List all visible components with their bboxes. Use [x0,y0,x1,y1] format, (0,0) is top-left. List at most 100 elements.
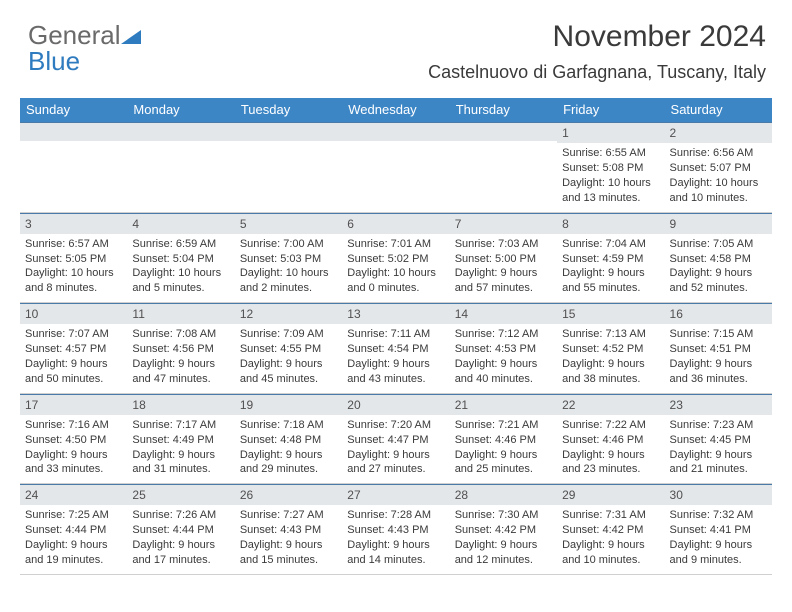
day-sr: Sunrise: 7:00 AM [240,237,337,252]
day-d1: Daylight: 9 hours [25,448,122,463]
calendar-day-cell: 18Sunrise: 7:17 AMSunset: 4:49 PMDayligh… [127,394,234,484]
calendar-day-cell: 20Sunrise: 7:20 AMSunset: 4:47 PMDayligh… [342,394,449,484]
day-sr: Sunrise: 6:59 AM [132,237,229,252]
day-number: 10 [20,303,127,324]
day-ss: Sunset: 4:43 PM [240,523,337,538]
day-d1: Daylight: 9 hours [347,538,444,553]
calendar-header-cell: Sunday [20,98,127,122]
day-sr: Sunrise: 7:23 AM [670,418,767,433]
day-number: 14 [450,303,557,324]
day-sr: Sunrise: 7:08 AM [132,327,229,342]
day-ss: Sunset: 4:50 PM [25,433,122,448]
calendar-week-row: 10Sunrise: 7:07 AMSunset: 4:57 PMDayligh… [20,303,772,394]
day-number: 25 [127,484,234,505]
day-d2: and 14 minutes. [347,553,444,568]
day-d2: and 10 minutes. [562,553,659,568]
logo-triangle-icon [121,28,143,46]
day-d1: Daylight: 9 hours [562,448,659,463]
day-ss: Sunset: 4:53 PM [455,342,552,357]
day-d2: and 12 minutes. [455,553,552,568]
day-sr: Sunrise: 7:13 AM [562,327,659,342]
day-body: Sunrise: 6:56 AMSunset: 5:07 PMDaylight:… [665,143,772,211]
calendar-header-cell: Saturday [665,98,772,122]
day-ss: Sunset: 4:54 PM [347,342,444,357]
calendar-day-cell [235,122,342,212]
calendar-day-cell [342,122,449,212]
day-d1: Daylight: 9 hours [240,448,337,463]
day-body: Sunrise: 6:55 AMSunset: 5:08 PMDaylight:… [557,143,664,211]
day-number: 4 [127,213,234,234]
calendar-day-cell: 1Sunrise: 6:55 AMSunset: 5:08 PMDaylight… [557,122,664,212]
day-body: Sunrise: 7:27 AMSunset: 4:43 PMDaylight:… [235,505,342,573]
day-d2: and 55 minutes. [562,281,659,296]
day-body: Sunrise: 7:08 AMSunset: 4:56 PMDaylight:… [127,324,234,392]
day-body-empty [450,141,557,199]
day-sr: Sunrise: 7:17 AM [132,418,229,433]
day-number: 7 [450,213,557,234]
calendar-day-cell: 27Sunrise: 7:28 AMSunset: 4:43 PMDayligh… [342,484,449,574]
day-sr: Sunrise: 7:09 AM [240,327,337,342]
calendar-day-cell [127,122,234,212]
day-ss: Sunset: 5:00 PM [455,252,552,267]
calendar-day-cell: 3Sunrise: 6:57 AMSunset: 5:05 PMDaylight… [20,213,127,303]
day-d1: Daylight: 10 hours [25,266,122,281]
calendar-day-cell: 2Sunrise: 6:56 AMSunset: 5:07 PMDaylight… [665,122,772,212]
day-body: Sunrise: 7:04 AMSunset: 4:59 PMDaylight:… [557,234,664,302]
day-sr: Sunrise: 7:18 AM [240,418,337,433]
day-d1: Daylight: 9 hours [132,538,229,553]
day-body-empty [235,141,342,199]
day-body-empty [342,141,449,199]
calendar-header-cell: Wednesday [342,98,449,122]
day-d1: Daylight: 9 hours [25,538,122,553]
logo: General Blue [28,22,143,74]
day-number [342,122,449,141]
day-d2: and 52 minutes. [670,281,767,296]
day-ss: Sunset: 4:48 PM [240,433,337,448]
day-d2: and 36 minutes. [670,372,767,387]
calendar-day-cell: 7Sunrise: 7:03 AMSunset: 5:00 PMDaylight… [450,213,557,303]
day-d2: and 27 minutes. [347,462,444,477]
day-ss: Sunset: 4:41 PM [670,523,767,538]
day-d2: and 23 minutes. [562,462,659,477]
day-d1: Daylight: 10 hours [347,266,444,281]
calendar-day-cell: 12Sunrise: 7:09 AMSunset: 4:55 PMDayligh… [235,303,342,393]
day-sr: Sunrise: 7:16 AM [25,418,122,433]
day-sr: Sunrise: 7:15 AM [670,327,767,342]
day-body: Sunrise: 7:30 AMSunset: 4:42 PMDaylight:… [450,505,557,573]
day-d1: Daylight: 9 hours [670,266,767,281]
day-sr: Sunrise: 7:07 AM [25,327,122,342]
day-sr: Sunrise: 7:21 AM [455,418,552,433]
day-number: 19 [235,394,342,415]
day-sr: Sunrise: 7:20 AM [347,418,444,433]
day-body: Sunrise: 7:15 AMSunset: 4:51 PMDaylight:… [665,324,772,392]
day-body: Sunrise: 7:07 AMSunset: 4:57 PMDaylight:… [20,324,127,392]
day-number: 6 [342,213,449,234]
day-d2: and 38 minutes. [562,372,659,387]
day-ss: Sunset: 4:44 PM [25,523,122,538]
page-subtitle: Castelnuovo di Garfagnana, Tuscany, Ital… [428,62,766,83]
day-number [235,122,342,141]
day-sr: Sunrise: 7:28 AM [347,508,444,523]
logo-text-2: Blue [28,46,80,76]
day-d1: Daylight: 9 hours [455,538,552,553]
day-d1: Daylight: 9 hours [132,357,229,372]
calendar-day-cell: 23Sunrise: 7:23 AMSunset: 4:45 PMDayligh… [665,394,772,484]
calendar-day-cell: 26Sunrise: 7:27 AMSunset: 4:43 PMDayligh… [235,484,342,574]
day-body: Sunrise: 7:13 AMSunset: 4:52 PMDaylight:… [557,324,664,392]
day-body: Sunrise: 7:09 AMSunset: 4:55 PMDaylight:… [235,324,342,392]
day-d2: and 43 minutes. [347,372,444,387]
day-d1: Daylight: 9 hours [240,538,337,553]
day-d1: Daylight: 9 hours [455,448,552,463]
day-sr: Sunrise: 7:31 AM [562,508,659,523]
day-sr: Sunrise: 7:30 AM [455,508,552,523]
day-ss: Sunset: 4:58 PM [670,252,767,267]
day-body-empty [127,141,234,199]
calendar-day-cell: 22Sunrise: 7:22 AMSunset: 4:46 PMDayligh… [557,394,664,484]
day-ss: Sunset: 4:42 PM [455,523,552,538]
day-d2: and 5 minutes. [132,281,229,296]
day-number: 21 [450,394,557,415]
day-body: Sunrise: 7:17 AMSunset: 4:49 PMDaylight:… [127,415,234,483]
day-body: Sunrise: 7:31 AMSunset: 4:42 PMDaylight:… [557,505,664,573]
day-number: 11 [127,303,234,324]
calendar-header-cell: Tuesday [235,98,342,122]
